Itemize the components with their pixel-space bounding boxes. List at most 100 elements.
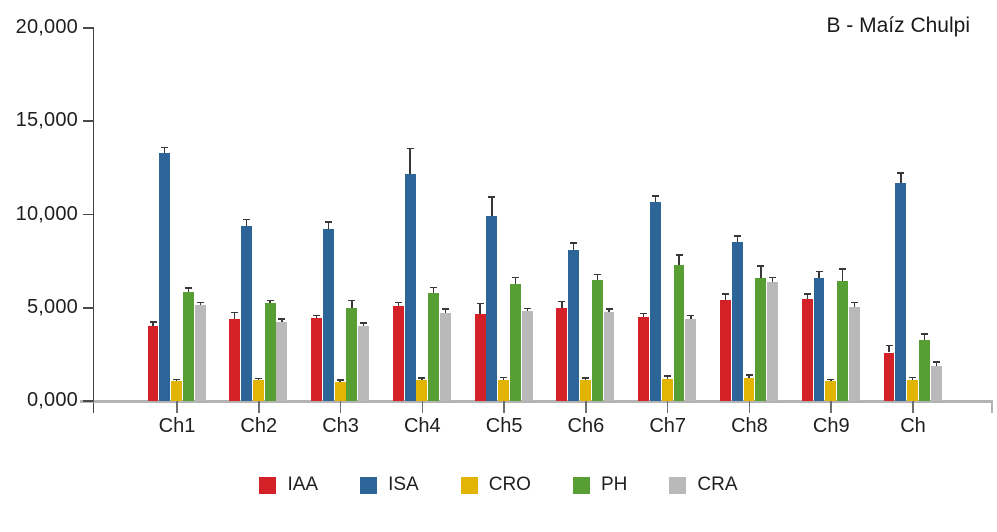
x-tick (503, 401, 505, 413)
x-tick-label: Ch3 (322, 415, 359, 437)
error-bar-cap (932, 361, 940, 363)
error-bar-line (561, 302, 563, 308)
bar-isa-ch1 (159, 152, 171, 401)
error-bar-line (199, 303, 201, 305)
error-bar-cap (721, 293, 729, 295)
error-bar-cap (430, 286, 438, 289)
error-bar-line (573, 243, 575, 250)
error-bar-line (654, 196, 657, 203)
error-bar-cap (675, 254, 683, 256)
error-bar-cap (184, 287, 192, 289)
bar-isa-ch3 (322, 229, 334, 401)
bar-iaa-ch2 (229, 318, 241, 401)
x-tick-label: Ch (900, 415, 926, 437)
error-bar-cap (827, 378, 835, 381)
error-bar-line (771, 277, 774, 282)
error-bar-line (923, 334, 926, 341)
error-bar-cap (500, 376, 508, 379)
error-bar-cap (512, 276, 520, 278)
bar-ph-ch4 (428, 292, 440, 401)
bar-isa-ch8 (731, 242, 743, 401)
bar-iaa-ch9 (801, 299, 813, 401)
error-bar-cap (803, 293, 811, 295)
error-bar-cap (313, 314, 321, 317)
error-bar-line (853, 303, 856, 307)
bar-cra-ch3 (358, 326, 370, 401)
error-bar-line (666, 376, 668, 379)
error-bar-line (503, 378, 505, 381)
bar-isa-ch2 (241, 225, 252, 401)
error-bar-line (281, 319, 283, 322)
bar-cra-ch6 (603, 312, 615, 401)
error-bar-line (724, 294, 727, 301)
error-bar-cap (687, 314, 695, 317)
error-bar-line (608, 309, 610, 313)
legend-item-cro: CRO (460, 474, 531, 496)
error-bar-line (678, 255, 680, 265)
error-bar-line (841, 269, 844, 281)
bar-cro-ch2 (252, 380, 264, 401)
x-tick (257, 401, 260, 413)
bar-isa-ch4 (404, 174, 416, 401)
error-bar-line (690, 316, 692, 319)
error-bar-cap (360, 322, 368, 324)
error-bar-cap (651, 195, 659, 197)
bar-cra-ch8 (767, 281, 779, 401)
y-tick (83, 120, 94, 123)
bar-iaa-ch6 (556, 307, 568, 401)
y-tick (83, 27, 94, 29)
legend-swatch-icon (572, 476, 590, 494)
error-bar-line (911, 378, 914, 380)
error-bar-cap (243, 218, 251, 221)
error-bar-cap (442, 308, 450, 310)
error-bar-cap (336, 379, 344, 381)
legend-label: IAA (287, 474, 319, 495)
legend-label: ISA (388, 474, 419, 495)
x-tick (666, 401, 669, 413)
legend-swatch-icon (669, 476, 687, 494)
error-bar-line (257, 379, 260, 381)
error-bar-cap (769, 276, 777, 278)
x-tick (421, 401, 424, 413)
error-bar-cap (593, 273, 601, 276)
error-bar-cap (733, 235, 741, 237)
bar-ph-ch7 (673, 264, 685, 401)
legend-swatch-icon (259, 476, 277, 494)
bar-cro-ch7 (661, 378, 673, 401)
bar-cro-ch4 (416, 380, 428, 401)
error-bar-cap (394, 301, 402, 304)
legend-swatch-icon (360, 476, 378, 494)
error-bar-line (888, 345, 890, 353)
error-bar-cap (196, 301, 204, 304)
error-bar-cap (254, 377, 262, 380)
error-bar-line (596, 275, 598, 280)
error-bar-cap (476, 302, 484, 305)
error-bar-line (397, 303, 400, 306)
error-bar-line (818, 272, 820, 278)
error-bar-cap (815, 270, 823, 273)
error-bar-line (900, 173, 902, 183)
x-tick-label: Ch2 (240, 415, 278, 437)
error-bar-line (327, 222, 330, 230)
error-bar-cap (885, 344, 893, 347)
error-bar-line (315, 316, 318, 318)
error-bar-cap (523, 307, 531, 310)
x-tick-label: Ch8 (731, 415, 768, 437)
error-bar-line (736, 236, 738, 243)
x-tick (339, 401, 342, 413)
error-bar-line (234, 313, 236, 319)
bar-isa-ch7 (649, 202, 661, 401)
error-bar-cap (149, 321, 157, 323)
y-tick-label: 10,000 (15, 202, 78, 225)
bar-iaa-ch5 (474, 314, 486, 401)
y-tick (83, 306, 94, 309)
bar-ph-ch1 (182, 291, 194, 401)
error-bar-line (433, 288, 435, 293)
error-bar-cap (909, 376, 917, 379)
x-tick (748, 401, 751, 413)
error-bar-line (642, 314, 645, 318)
bar-iaa-ch1 (147, 326, 159, 401)
error-bar-line (363, 323, 365, 327)
error-bar-cap (663, 375, 671, 377)
bar-ph-ch8 (755, 277, 767, 401)
